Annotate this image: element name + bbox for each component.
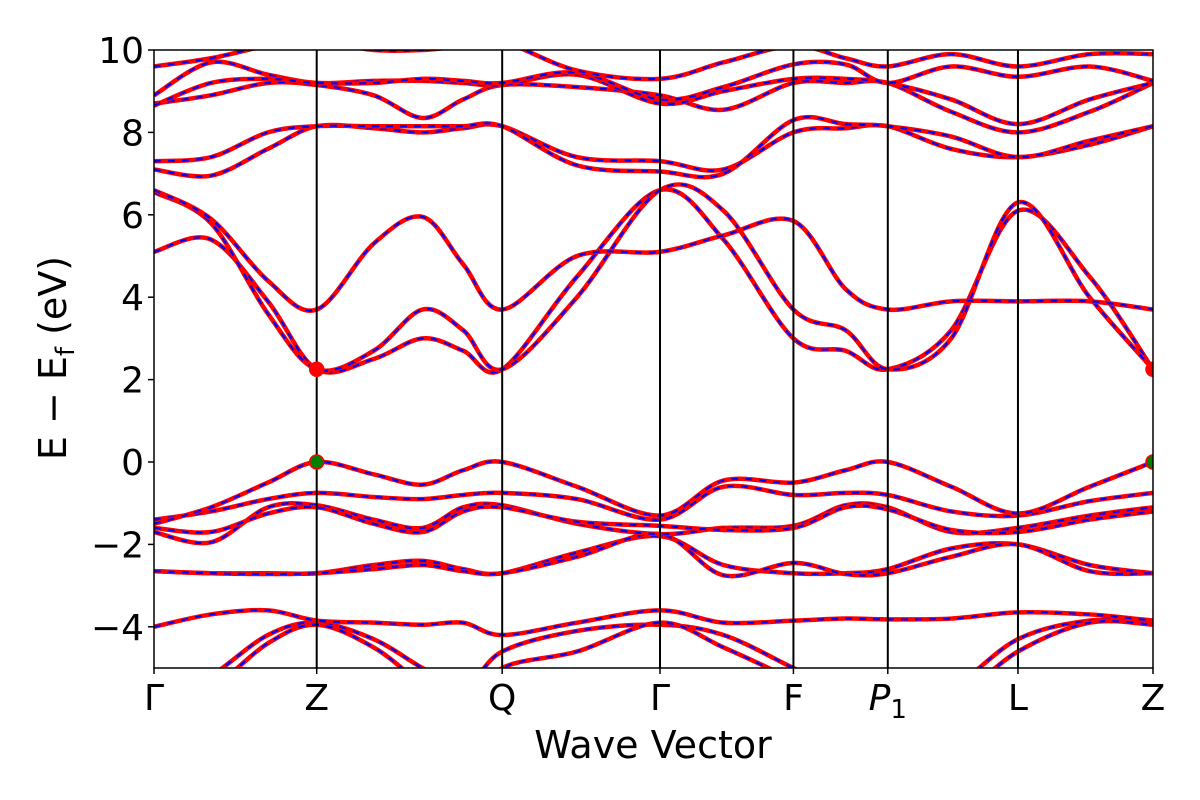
- x-tick-label: Q: [488, 678, 516, 719]
- high-symmetry-lines: [315, 50, 1019, 668]
- band-line-blue-dashed: [154, 115, 1153, 179]
- band-line-red: [154, 533, 1153, 577]
- band-line-red-dashed: [154, 79, 1153, 134]
- vbm-marker: [1145, 454, 1153, 470]
- band-15: [154, 78, 1153, 135]
- band-12: [154, 188, 1153, 313]
- band-line-blue-dashed: [154, 504, 1153, 535]
- bands-layer: [154, 50, 1153, 668]
- x-tick-label: Z: [304, 678, 329, 719]
- band-18: [154, 50, 1153, 82]
- plot-frame: [153, 49, 1154, 669]
- x-axis-title: Wave Vector: [534, 723, 772, 767]
- y-tick-label: −2: [91, 525, 144, 566]
- band-line-red: [154, 182, 1153, 373]
- band-line-blue-dashed: [154, 60, 1153, 107]
- y-tick-label: 10: [98, 31, 144, 72]
- x-tick-label: P1: [869, 678, 907, 725]
- y-tick-label: −4: [91, 608, 144, 649]
- band-line-red-dashed: [154, 183, 1153, 372]
- band-line-blue-dashed: [154, 189, 1153, 312]
- band-line-blue-dashed: [154, 484, 1153, 521]
- y-axis-title-sub: f: [51, 346, 81, 356]
- y-tick-label: 8: [121, 113, 144, 154]
- y-tick-label: 2: [121, 361, 144, 402]
- x-tick-label: Γ: [650, 678, 670, 719]
- x-tick-label: Z: [1141, 678, 1166, 719]
- band-line-blue-dashed: [154, 183, 1153, 372]
- y-axis-ticks: −4 −2 0 2 4 6 8 10: [91, 31, 154, 649]
- band-line-red-dashed: [154, 50, 1153, 81]
- extrema-markers: [308, 361, 1153, 470]
- cbm-marker: [308, 361, 325, 378]
- x-tick-label: Γ: [144, 678, 164, 719]
- band-line-blue-dashed: [154, 532, 1153, 578]
- y-axis-title: E − Ef (eV): [31, 256, 81, 460]
- band-line-blue-dashed: [154, 79, 1153, 134]
- x-tick-label: L: [1008, 678, 1028, 719]
- x-axis-ticks: Γ Z Q Γ F P1 L Z: [144, 668, 1165, 725]
- cbm-marker: [1145, 361, 1153, 378]
- vbm-marker: [308, 454, 325, 470]
- band-line-blue-dashed: [154, 608, 1153, 637]
- y-tick-label: 4: [121, 278, 144, 319]
- y-axis-title-tail: (eV): [31, 256, 75, 347]
- band-line-red-dashed: [154, 460, 1153, 525]
- band-line-red: [154, 531, 1153, 579]
- band-line-red-dashed: [154, 60, 1153, 126]
- band-14: [154, 114, 1153, 180]
- band-5: [154, 531, 1153, 579]
- y-tick-label: 0: [121, 443, 144, 484]
- band-line-red-dashed: [235, 620, 1153, 668]
- band-17: [154, 59, 1153, 108]
- band-line-red: [154, 188, 1153, 313]
- band-11: [154, 182, 1153, 373]
- band-line-red: [154, 78, 1153, 135]
- band-line-red-dashed: [154, 532, 1153, 578]
- band-line-blue-dashed: [220, 618, 1153, 668]
- band-line-red-dashed: [154, 115, 1153, 179]
- y-tick-label: 6: [121, 196, 144, 237]
- x-tick-label: F: [783, 678, 804, 719]
- band-line-red-dashed: [154, 123, 1153, 178]
- y-axis-title-main: E − E: [31, 356, 75, 460]
- band-4: [154, 533, 1153, 577]
